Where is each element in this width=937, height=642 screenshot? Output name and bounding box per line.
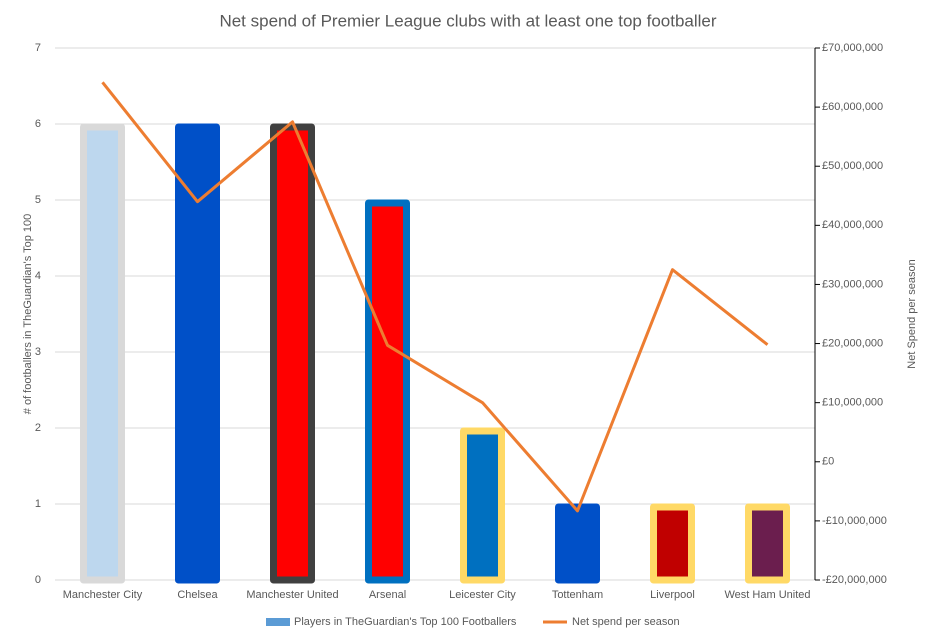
legend-swatch <box>266 618 290 626</box>
bar <box>745 503 790 584</box>
y-tick-label: 6 <box>35 118 41 130</box>
y2-tick-label: £50,000,000 <box>822 160 883 172</box>
y2-tick-label: -£10,000,000 <box>822 515 887 527</box>
chart-title: Net spend of Premier League clubs with a… <box>219 11 716 30</box>
bar <box>365 199 410 584</box>
y2-tick-label: £70,000,000 <box>822 42 883 54</box>
y-tick-label: 4 <box>35 270 41 282</box>
y2-tick-label: £60,000,000 <box>822 101 883 113</box>
y-tick-label: 5 <box>35 194 41 206</box>
bar <box>80 123 125 584</box>
y-tick-label: 0 <box>35 574 41 586</box>
x-tick-label: Chelsea <box>177 589 218 601</box>
bar <box>650 503 695 584</box>
y2-tick-label: -£20,000,000 <box>822 574 887 586</box>
x-tick-label: West Ham United <box>725 589 811 601</box>
y2-axis-label: Net Spend per season <box>906 259 918 368</box>
x-tick-label: Arsenal <box>369 589 406 601</box>
y-tick-label: 2 <box>35 422 41 434</box>
x-tick-label: Leicester City <box>449 589 516 601</box>
y2-tick-label: £40,000,000 <box>822 219 883 231</box>
bar <box>555 503 600 584</box>
bar <box>270 123 315 584</box>
y-tick-label: 1 <box>35 498 41 510</box>
legend-label: Net spend per season <box>572 616 680 628</box>
y2-tick-label: £30,000,000 <box>822 278 883 290</box>
y-tick-label: 3 <box>35 346 41 358</box>
x-tick-label: Manchester City <box>63 589 143 601</box>
y-axis-label: # of footballers in TheGuardian's Top 10… <box>22 214 34 414</box>
legend-label: Players in TheGuardian's Top 100 Footbal… <box>294 616 517 628</box>
x-tick-label: Liverpool <box>650 589 695 601</box>
x-tick-label: Manchester United <box>246 589 338 601</box>
bar <box>175 123 220 584</box>
y-tick-label: 7 <box>35 42 41 54</box>
line <box>101 81 769 513</box>
bar <box>460 427 505 584</box>
y2-tick-label: £10,000,000 <box>822 397 883 409</box>
y2-tick-label: £0 <box>822 456 834 468</box>
y2-tick-label: £20,000,000 <box>822 337 883 349</box>
x-tick-label: Tottenham <box>552 589 603 601</box>
